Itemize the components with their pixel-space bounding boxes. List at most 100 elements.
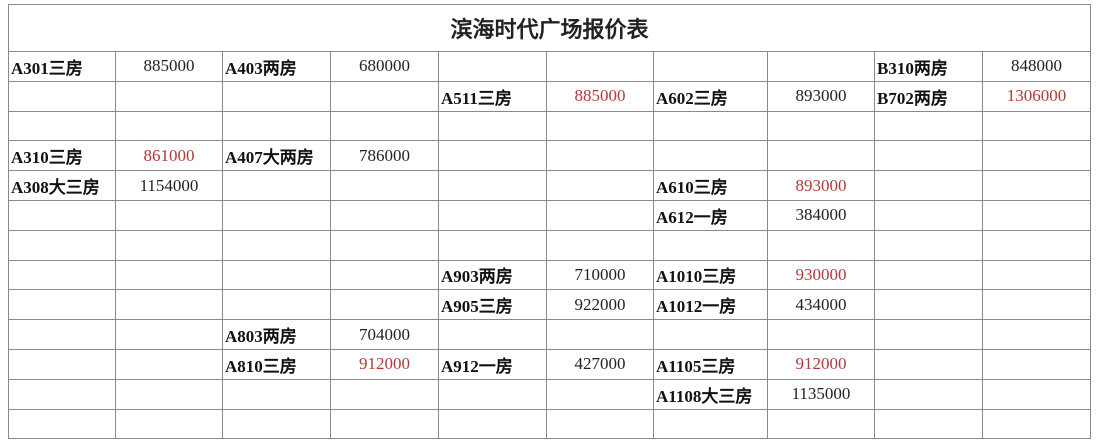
price-cell[interactable] [115,110,223,142]
price-cell[interactable]: 434000 [767,289,875,321]
price-cell[interactable]: 885000 [546,80,654,112]
unit-cell[interactable]: A511三房 [438,80,547,112]
price-cell[interactable]: 710000 [546,259,654,291]
price-cell[interactable]: 1306000 [981,80,1092,112]
unit-cell[interactable] [8,348,116,380]
unit-cell[interactable]: A301三房 [8,51,116,82]
unit-cell[interactable]: B310两房 [874,51,983,82]
unit-cell[interactable]: A310三房 [8,140,116,172]
unit-cell[interactable] [653,229,768,261]
unit-cell[interactable] [222,110,331,142]
price-cell[interactable] [330,378,439,410]
price-cell[interactable] [115,408,223,440]
unit-cell[interactable] [874,259,983,291]
price-cell[interactable] [115,80,223,112]
unit-cell[interactable]: A810三房 [222,348,331,380]
price-cell[interactable] [330,170,439,201]
unit-cell[interactable] [8,408,116,440]
unit-cell[interactable] [438,408,547,440]
unit-cell[interactable]: A803两房 [222,319,331,350]
price-cell[interactable] [546,229,654,261]
price-cell[interactable] [767,229,875,261]
price-cell[interactable] [981,289,1092,321]
price-cell[interactable]: 427000 [546,348,654,380]
price-cell[interactable] [115,289,223,321]
price-cell[interactable] [330,289,439,321]
unit-cell[interactable] [222,80,331,112]
unit-cell[interactable] [874,408,983,440]
price-cell[interactable] [330,408,439,440]
price-cell[interactable] [330,259,439,291]
price-cell[interactable] [767,51,875,82]
price-cell[interactable]: 930000 [767,259,875,291]
price-cell[interactable]: 680000 [330,51,439,82]
price-cell[interactable]: 885000 [115,51,223,82]
price-cell[interactable] [115,319,223,350]
unit-cell[interactable]: A407大两房 [222,140,331,172]
price-cell[interactable] [546,51,654,82]
unit-cell[interactable] [222,229,331,261]
price-cell[interactable] [546,110,654,142]
unit-cell[interactable]: A1012一房 [653,289,768,321]
unit-cell[interactable] [222,170,331,201]
price-cell[interactable] [546,408,654,440]
price-cell[interactable] [115,348,223,380]
price-cell[interactable] [981,319,1092,350]
unit-cell[interactable] [874,110,983,142]
unit-cell[interactable]: A903两房 [438,259,547,291]
price-cell[interactable] [546,378,654,410]
price-cell[interactable]: 786000 [330,140,439,172]
price-cell[interactable] [981,348,1092,380]
price-cell[interactable] [981,378,1092,410]
unit-cell[interactable] [8,378,116,410]
price-cell[interactable] [981,199,1092,231]
price-cell[interactable] [981,229,1092,261]
unit-cell[interactable] [874,289,983,321]
unit-cell[interactable] [438,319,547,350]
price-cell[interactable] [115,229,223,261]
unit-cell[interactable] [8,110,116,142]
price-cell[interactable] [330,110,439,142]
price-cell[interactable] [767,110,875,142]
price-cell[interactable]: 922000 [546,289,654,321]
unit-cell[interactable] [653,140,768,172]
price-cell[interactable] [981,408,1092,440]
price-cell[interactable] [330,229,439,261]
unit-cell[interactable]: B702两房 [874,80,983,112]
unit-cell[interactable] [438,51,547,82]
unit-cell[interactable]: A1105三房 [653,348,768,380]
price-cell[interactable]: 861000 [115,140,223,172]
unit-cell[interactable] [222,408,331,440]
unit-cell[interactable]: A1108大三房 [653,378,768,410]
price-cell[interactable] [115,199,223,231]
unit-cell[interactable]: A602三房 [653,80,768,112]
unit-cell[interactable] [8,289,116,321]
unit-cell[interactable] [222,378,331,410]
price-cell[interactable] [981,259,1092,291]
price-cell[interactable]: 704000 [330,319,439,350]
price-cell[interactable]: 848000 [981,51,1092,82]
price-cell[interactable] [115,259,223,291]
unit-cell[interactable] [653,110,768,142]
price-cell[interactable]: 384000 [767,199,875,231]
unit-cell[interactable] [874,140,983,172]
unit-cell[interactable] [8,80,116,112]
unit-cell[interactable] [8,199,116,231]
unit-cell[interactable] [438,140,547,172]
unit-cell[interactable] [874,348,983,380]
price-cell[interactable] [981,110,1092,142]
price-cell[interactable] [546,140,654,172]
price-cell[interactable] [546,170,654,201]
price-cell[interactable] [330,80,439,112]
sheet-title[interactable]: 滨海时代广场报价表 [7,4,1092,52]
unit-cell[interactable] [874,170,983,201]
unit-cell[interactable]: A610三房 [653,170,768,201]
price-cell[interactable]: 1154000 [115,170,223,201]
unit-cell[interactable] [874,229,983,261]
price-cell[interactable]: 912000 [767,348,875,380]
unit-cell[interactable] [438,110,547,142]
unit-cell[interactable] [438,378,547,410]
unit-cell[interactable]: A308大三房 [8,170,116,201]
unit-cell[interactable] [874,319,983,350]
unit-cell[interactable] [874,378,983,410]
